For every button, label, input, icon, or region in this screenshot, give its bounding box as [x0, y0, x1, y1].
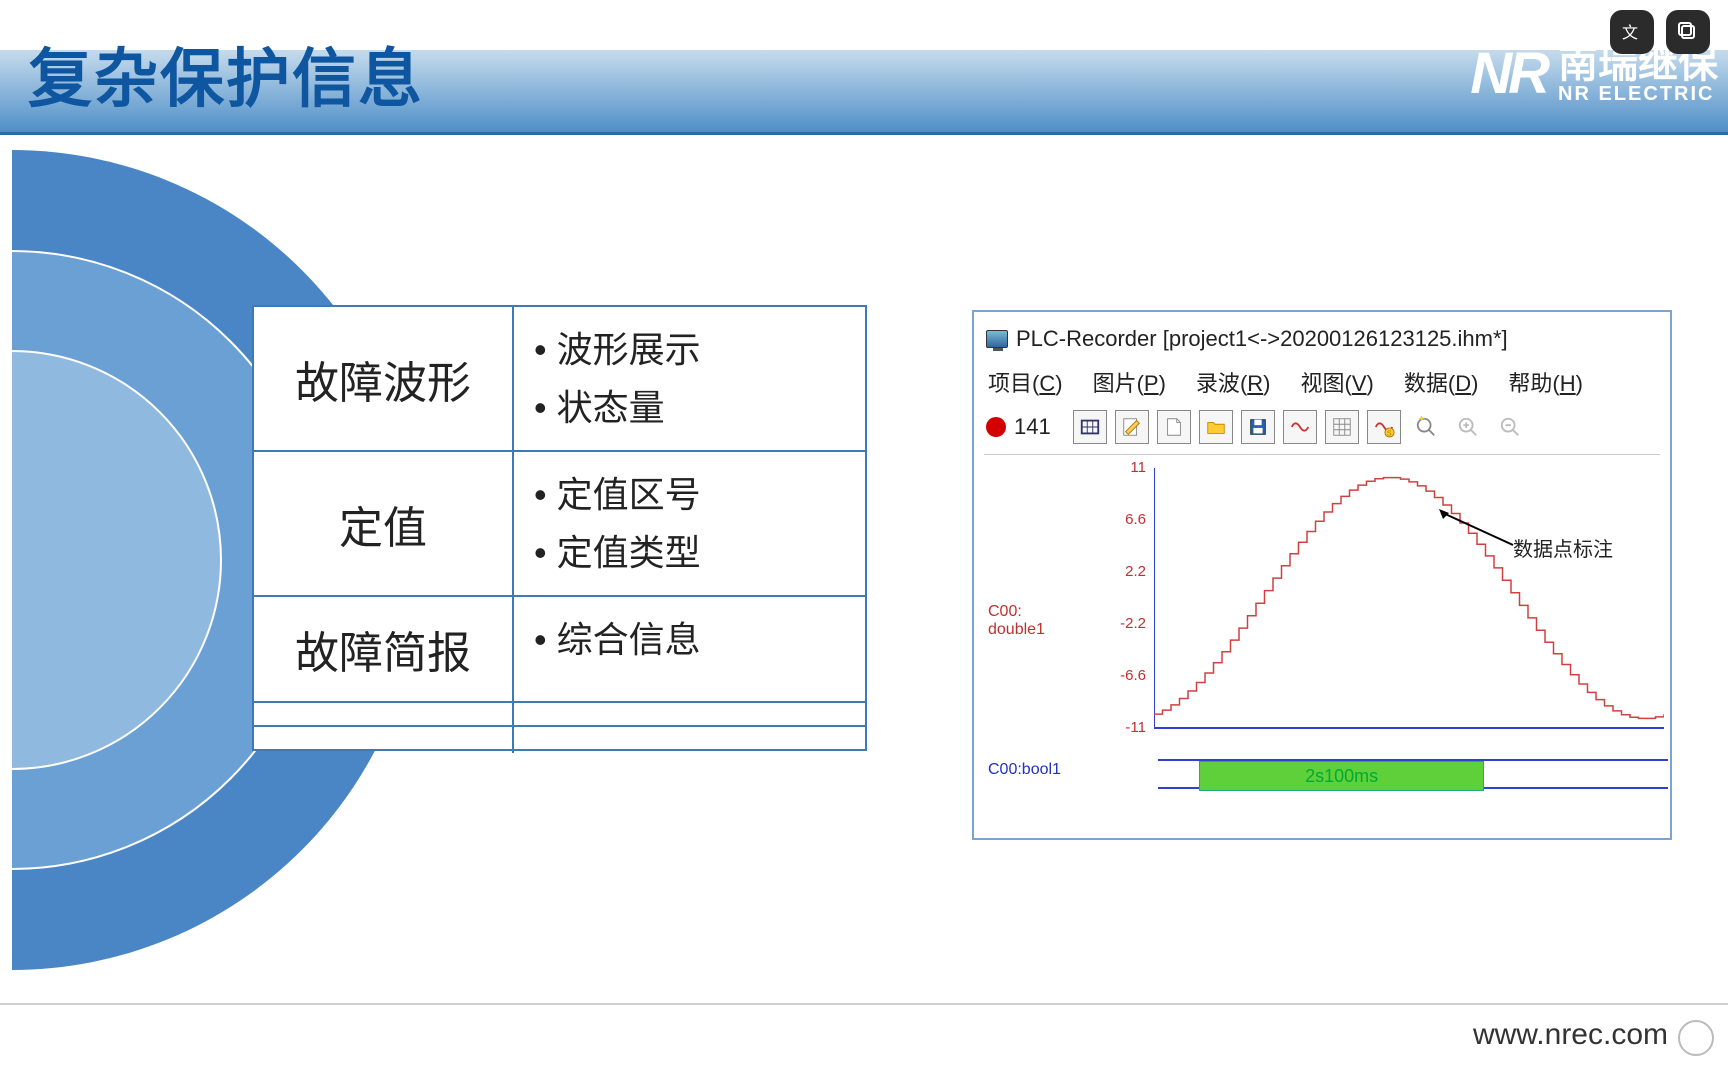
slide-root: 复杂保护信息 NR 南瑞继保 NR ELECTRIC 文 故障波形 • 波形展示… — [0, 0, 1728, 1080]
toolbar-edit-button[interactable] — [1115, 410, 1149, 444]
footer-pager-dot[interactable] — [1678, 1020, 1714, 1056]
zoom-add-icon: ✦ — [1415, 416, 1437, 438]
bullet: • 定值区号 — [534, 466, 845, 524]
toolbar-wave-button[interactable] — [1283, 410, 1317, 444]
footer-url: www.nrec.com — [1473, 1018, 1668, 1052]
bullet: • 综合信息 — [534, 611, 845, 669]
plc-window-title: PLC-Recorder [project1<->20200126123125.… — [1016, 326, 1508, 352]
bullet: • 定值类型 — [534, 524, 845, 582]
table-row: 故障简报 • 综合信息 — [252, 595, 867, 703]
annotation-arrow-icon — [1433, 503, 1553, 553]
toolbar-grid-button[interactable] — [1073, 410, 1107, 444]
data-point-annotation: 数据点标注 — [1513, 533, 1613, 562]
bullet: • 状态量 — [534, 379, 845, 437]
bool-high-region: 2s100ms — [1199, 761, 1485, 791]
copy-button[interactable] — [1666, 10, 1710, 54]
toolbar-zoom-out-button[interactable] — [1493, 410, 1527, 444]
plc-recorder-window: PLC-Recorder [project1<->20200126123125.… — [972, 310, 1672, 840]
row-bullets: • 综合信息 — [514, 597, 865, 701]
ytick-label: 2.2 — [1110, 563, 1146, 580]
menu-record[interactable]: 录波(R) — [1196, 366, 1271, 398]
brand-logo: NR — [1470, 40, 1546, 107]
menu-help[interactable]: 帮助(H) — [1508, 366, 1583, 398]
translate-button[interactable]: 文 — [1610, 10, 1654, 54]
row-label: 故障简报 — [254, 597, 514, 701]
ytick-label: 11 — [1110, 459, 1146, 476]
row-bullets: • 定值区号 • 定值类型 — [514, 452, 865, 595]
row-bullets-empty — [514, 727, 865, 755]
svg-text:文: 文 — [1622, 24, 1638, 42]
zoom-out-icon — [1499, 416, 1521, 438]
monitor-icon — [986, 330, 1008, 348]
ytick-label: -2.2 — [1110, 615, 1146, 632]
table-row-empty — [252, 701, 867, 727]
toolbar-zoom-in-button[interactable] — [1451, 410, 1485, 444]
wave-icon — [1289, 416, 1311, 438]
toolbar-open-button[interactable] — [1199, 410, 1233, 444]
toolbar-new-button[interactable] — [1157, 410, 1191, 444]
bool-track: 2s100ms — [1158, 759, 1668, 789]
menu-picture[interactable]: 图片(P) — [1093, 366, 1166, 398]
bool-signal-row: C00:bool1 2s100ms — [988, 753, 1664, 793]
page-title: 复杂保护信息 — [28, 28, 424, 120]
page-icon — [1163, 416, 1185, 438]
record-dot-icon[interactable] — [986, 417, 1006, 437]
plc-toolbar: 141 S ✦ — [984, 406, 1660, 455]
svg-text:✦: ✦ — [1417, 416, 1425, 424]
row-label: 故障波形 — [254, 307, 514, 450]
translate-icon: 文 — [1620, 20, 1644, 44]
toolbar-save-button[interactable] — [1241, 410, 1275, 444]
toolbar-table-button[interactable] — [1325, 410, 1359, 444]
row-label: 定值 — [254, 452, 514, 595]
svg-text:S: S — [1386, 428, 1391, 437]
overlay-controls: 文 — [1610, 10, 1710, 54]
info-table: 故障波形 • 波形展示 • 状态量 定值 • 定值区号 • 定值类型 故障简报 … — [252, 305, 867, 749]
plc-menubar: 项目(C) 图片(P) 录波(R) 视图(V) 数据(D) 帮助(H) — [984, 356, 1660, 406]
folder-icon — [1205, 416, 1227, 438]
table-row: 定值 • 定值区号 • 定值类型 — [252, 450, 867, 597]
footer-divider — [0, 1003, 1728, 1005]
record-count: 141 — [1014, 414, 1051, 440]
row-label-empty — [254, 727, 514, 753]
bool-label: C00:bool1 — [988, 761, 1061, 779]
waveform-chart — [1154, 463, 1664, 733]
bool-duration-text: 2s100ms — [1305, 766, 1378, 787]
ytick-label: 6.6 — [1110, 511, 1146, 528]
row-label-empty — [254, 703, 514, 729]
series-label: C00: double1 — [988, 603, 1045, 638]
ytick-label: -11 — [1110, 719, 1146, 736]
ytick-label: -6.6 — [1110, 667, 1146, 684]
info-diagram: 故障波形 • 波形展示 • 状态量 定值 • 定值区号 • 定值类型 故障简报 … — [12, 305, 867, 815]
save-icon — [1247, 416, 1269, 438]
toolbar-wave-s-button[interactable]: S — [1367, 410, 1401, 444]
toolbar-zoom-add-button[interactable]: ✦ — [1409, 410, 1443, 444]
brand-name-en: NR ELECTRIC — [1558, 84, 1718, 104]
wave-s-icon: S — [1373, 416, 1395, 438]
table-row: 故障波形 • 波形展示 • 状态量 — [252, 305, 867, 452]
menu-project[interactable]: 项目(C) — [988, 366, 1063, 398]
copy-icon — [1676, 20, 1700, 44]
table-icon — [1331, 416, 1353, 438]
plc-chart-area: C00: double1 116.62.2-2.2-6.6-11 数据点标注 C… — [984, 463, 1660, 793]
table-row-empty — [252, 725, 867, 751]
menu-view[interactable]: 视图(V) — [1300, 366, 1373, 398]
zoom-in-icon — [1457, 416, 1479, 438]
row-bullets: • 波形展示 • 状态量 — [514, 307, 865, 450]
menu-data[interactable]: 数据(D) — [1404, 366, 1479, 398]
bullet: • 波形展示 — [534, 321, 845, 379]
grid-icon — [1079, 416, 1101, 438]
pencil-icon — [1121, 416, 1143, 438]
plc-titlebar: PLC-Recorder [project1<->20200126123125.… — [984, 322, 1660, 356]
